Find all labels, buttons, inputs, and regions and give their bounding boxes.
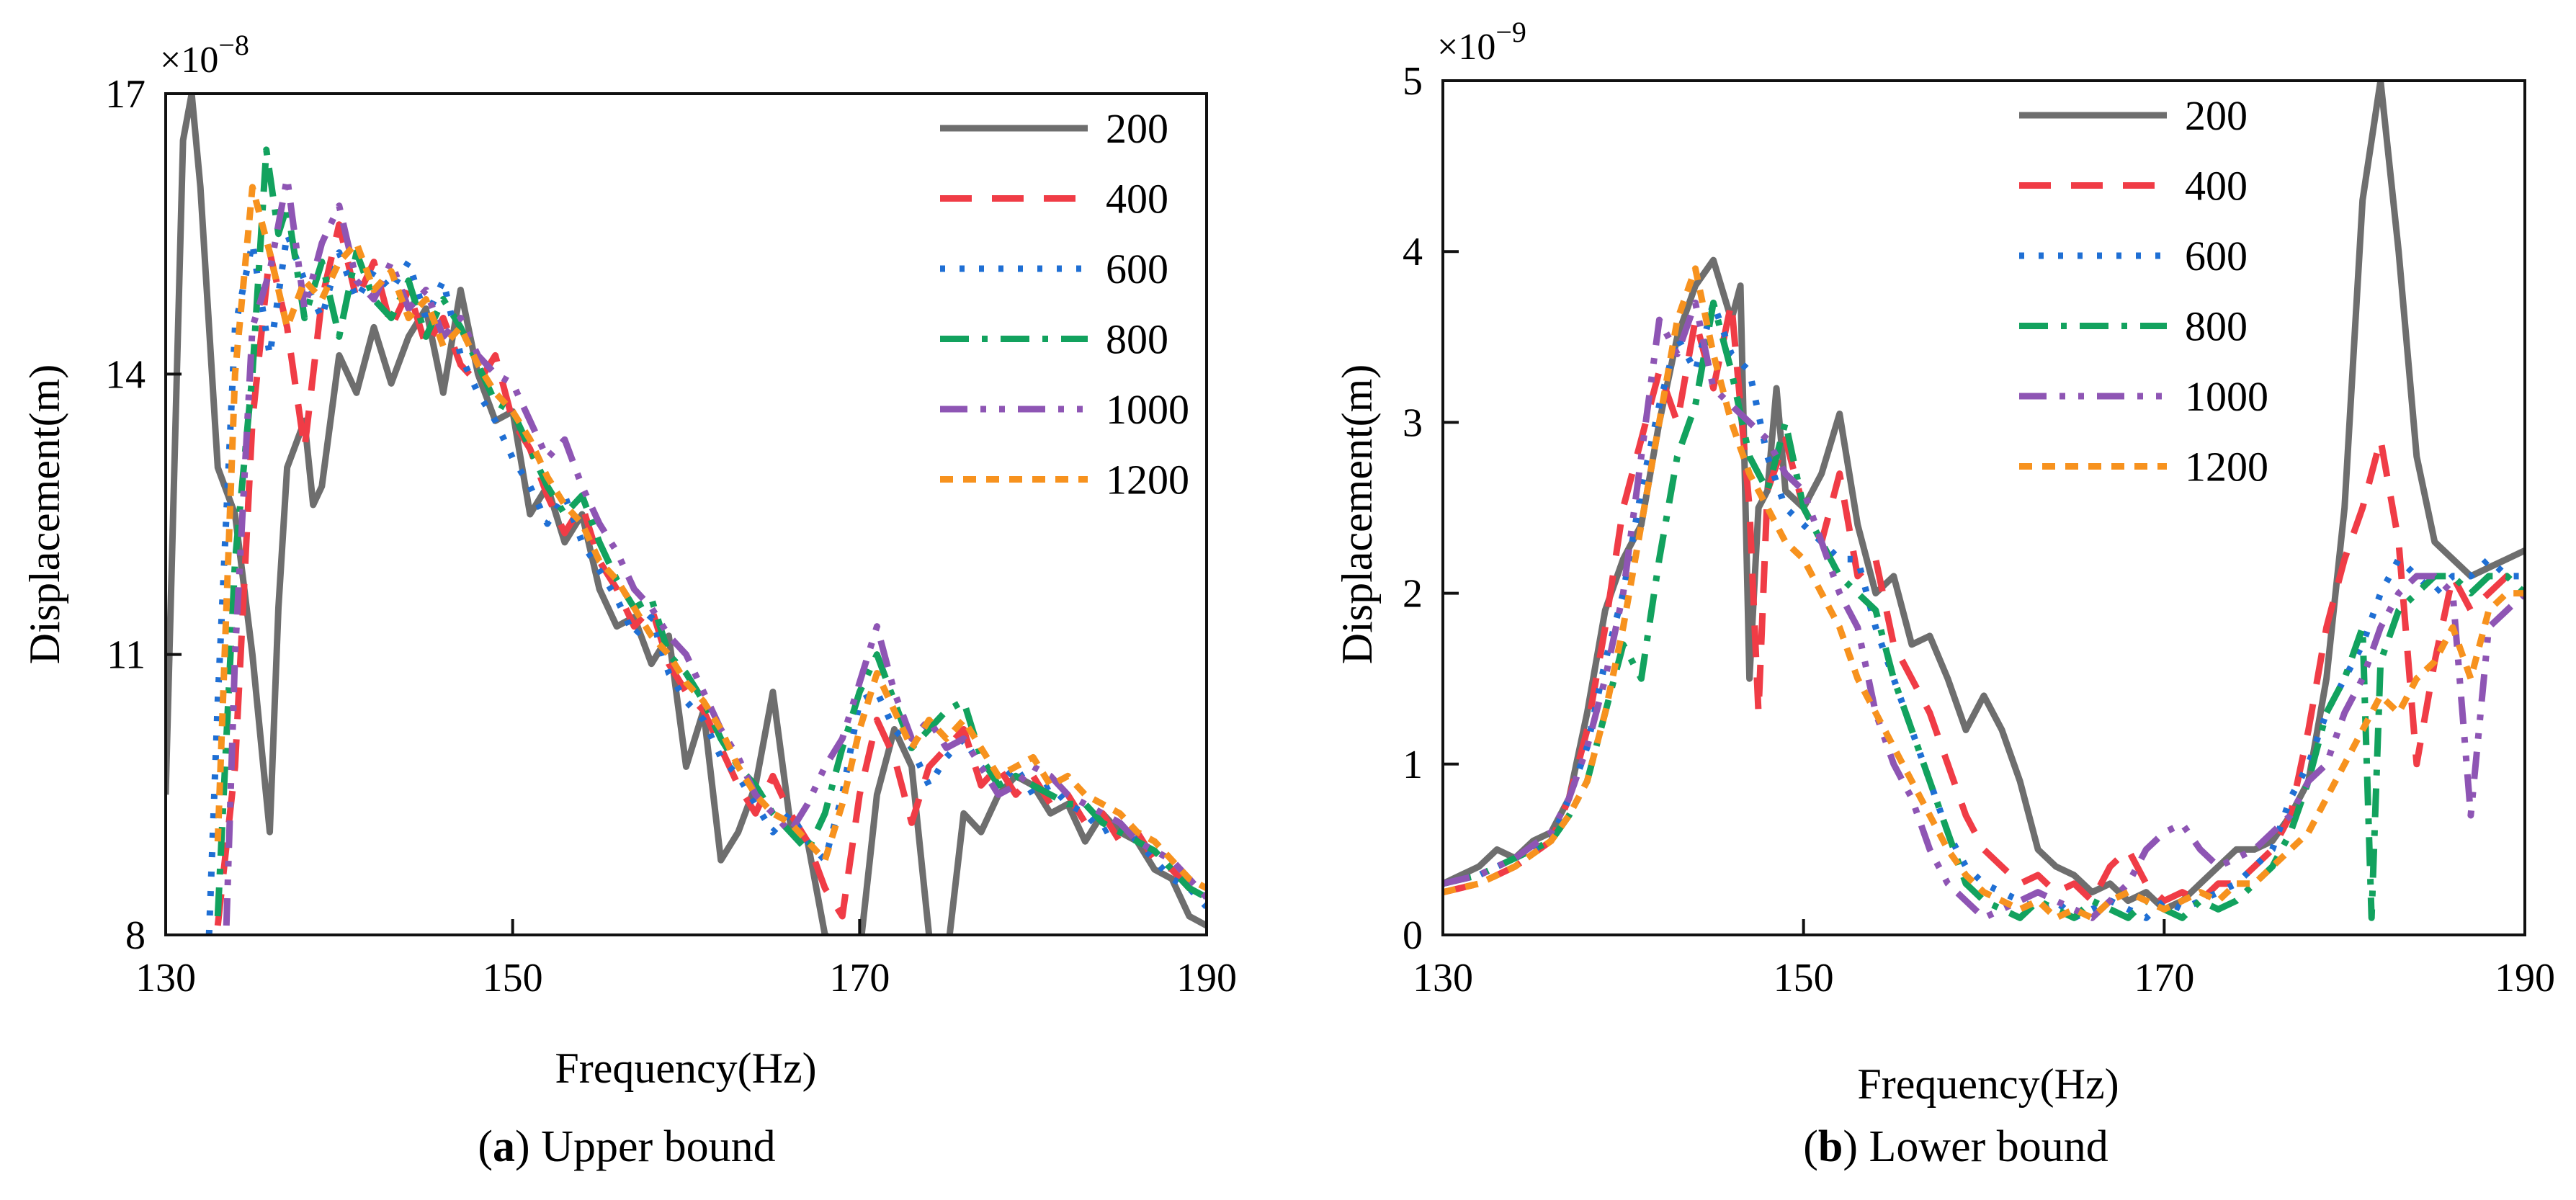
legend-label-800: 800 [2185, 303, 2248, 350]
panel-a-xtick-label: 150 [483, 956, 543, 1000]
legend-label-600: 600 [1106, 246, 1168, 292]
panel-b-multiplier-base: ×10 [1437, 27, 1495, 68]
panel-b-ytick-label: 4 [1403, 230, 1423, 274]
legend-label-1200: 1200 [2185, 444, 2268, 491]
panel-a-multiplier: ×10−8 [160, 29, 249, 81]
panel-a-series-400 [214, 221, 1207, 926]
panel-b-series-600 [1443, 299, 2525, 921]
legend-label-400: 400 [2185, 163, 2248, 210]
panel-a-multiplier-exp: −8 [218, 29, 249, 61]
panel-b-series-1000 [1443, 299, 2525, 921]
panel-a-series-600 [205, 230, 1207, 935]
panel-a-series-layer [166, 94, 1207, 935]
panel-a-ticks: 130 150 170 190 8 11 14 17 [105, 72, 1237, 1000]
panel-b-multiplier: ×10−9 [1437, 16, 1526, 68]
panel-a-ytick-label: 14 [105, 352, 146, 397]
panel-a-xtick-label: 190 [1176, 956, 1237, 1000]
panel-a-series-200 [166, 94, 1207, 935]
panel-b-xtick-label: 150 [1774, 956, 1834, 1000]
legend-label-1000: 1000 [1106, 386, 1189, 433]
panel-a-xtick-label: 170 [829, 956, 890, 1000]
panel-a-caption: (a) Upper bound [478, 1122, 775, 1171]
panel-b-xlabel: Frequency(Hz) [1857, 1060, 2119, 1108]
panel-a-ytick-label: 11 [107, 633, 146, 678]
panel-b-series-layer [1443, 81, 2525, 921]
panel-b-ylabel: Displacement(m) [1333, 364, 1381, 665]
panel-a-ytick-label: 17 [105, 72, 146, 117]
legend-label-600: 600 [2185, 233, 2248, 279]
panel-b-ytick-label: 5 [1403, 59, 1423, 104]
panel-b-ticks: 130 150 170 190 0 1 2 3 4 5 [1403, 59, 2555, 1000]
panel-b-ytick-label: 0 [1403, 913, 1423, 958]
panel-a-xlabel: Frequency(Hz) [555, 1044, 816, 1092]
panel-b: 130 150 170 190 0 1 2 3 4 5 ×10−9 Displacement(m)… [1333, 16, 2555, 1171]
panel-b-ytick-label: 2 [1403, 572, 1423, 617]
panel-b-plot-frame [1441, 79, 2526, 936]
panel-b-xtick-label: 130 [1413, 956, 1473, 1000]
panel-b-ytick-label: 1 [1403, 743, 1423, 787]
panel-a-ytick-label: 8 [125, 913, 146, 958]
panel-a-series-1000 [223, 174, 1207, 926]
legend-label-200: 200 [1106, 105, 1168, 152]
panel-a-multiplier-base: ×10 [160, 40, 218, 81]
panel-b-xtick-label: 190 [2495, 956, 2555, 1000]
panel-b-series-200 [1443, 81, 2525, 913]
panel-a-ylabel: Displacement(m) [21, 364, 68, 665]
panel-b-multiplier-exp: −9 [1495, 16, 1526, 48]
legend-label-800: 800 [1106, 316, 1168, 363]
legend-label-1000: 1000 [2185, 373, 2268, 420]
panel-b-legend: 200 400 600 800 1000 1200 [2019, 92, 2268, 491]
panel-b-xtick-label: 170 [2134, 956, 2194, 1000]
panel-b-series-1200 [1443, 265, 2525, 921]
panel-b-caption: (b) Lower bound [1803, 1122, 2108, 1171]
legend-label-1200: 1200 [1106, 457, 1189, 503]
panel-a-legend: 200 400 600 800 1000 1200 [940, 105, 1189, 503]
legend-label-200: 200 [2185, 92, 2248, 139]
panel-b-caption-text: ) Lower bound [1843, 1122, 2108, 1171]
panel-a: 130 150 170 190 8 11 14 17 ×10−8 Displacement(m… [21, 29, 1237, 1171]
panel-a-caption-letter: a [493, 1122, 515, 1171]
legend-label-400: 400 [1106, 176, 1168, 223]
panel-a-series-800 [214, 146, 1207, 917]
panel-b-ytick-label: 3 [1403, 400, 1423, 445]
panel-b-caption-letter: b [1818, 1122, 1843, 1171]
panel-b-series-400 [1443, 299, 2525, 905]
panel-a-plot-frame [164, 92, 1208, 936]
panel-a-xtick-label: 130 [135, 956, 196, 1000]
panel-a-caption-text: ) Upper bound [515, 1122, 776, 1171]
